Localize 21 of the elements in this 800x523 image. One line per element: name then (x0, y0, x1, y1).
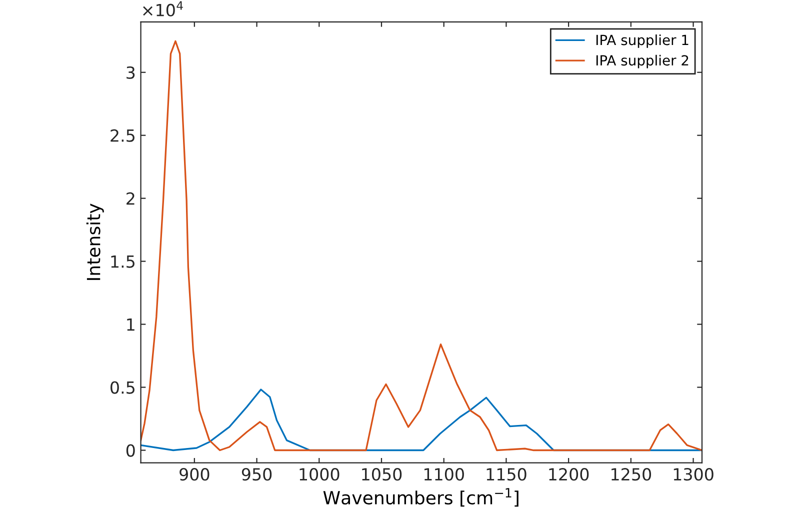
x-tick-label: 1000 (300, 468, 340, 481)
x-tick-label: 1150 (486, 468, 526, 481)
x-tick-label: 1050 (362, 468, 402, 481)
x-tick-label: 1300 (674, 468, 714, 481)
x-axis-title: Wavenumbers [cm$^{−1}$] (323, 488, 518, 507)
x-tick-label: 950 (242, 468, 272, 481)
y-tick-label: 2 (126, 192, 134, 205)
y-tick-label: 3 (126, 66, 135, 79)
y-axis-title: Intensity (86, 204, 104, 280)
legend-label: IPA supplier 1 (596, 34, 688, 48)
x-tick-label: 1200 (549, 468, 589, 481)
text: ×10$^{4}$ (143, 1, 183, 16)
x-tick-label: 1250 (612, 468, 652, 481)
y-tick-label: 1 (127, 318, 134, 331)
y-tick-label: 0.5 (110, 381, 134, 394)
y-tick-label: 0 (126, 444, 135, 457)
legend-label: IPA supplier 2 (596, 54, 688, 68)
x-tick-label: 1100 (424, 468, 464, 481)
y-tick-label: 1.5 (111, 255, 134, 268)
x-tick-label: 900 (180, 468, 210, 481)
y-tick-label: 2.5 (110, 129, 134, 142)
